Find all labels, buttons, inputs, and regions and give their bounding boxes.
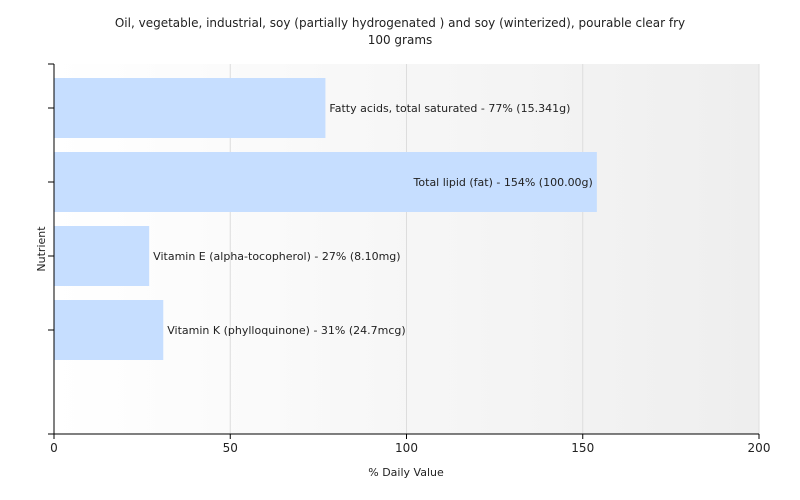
- bar-1: [54, 78, 326, 138]
- bar-4: [54, 300, 164, 360]
- chart-title: Oil, vegetable, industrial, soy (partial…: [115, 16, 685, 30]
- x-tick-label: 100: [395, 441, 418, 455]
- bar-label-4: Vitamin K (phylloquinone) - 31% (24.7mcg…: [167, 324, 405, 337]
- x-axis-label: % Daily Value: [368, 466, 444, 479]
- axes: 0 50 100 150 200: [48, 63, 771, 455]
- x-tick-label: 200: [748, 441, 771, 455]
- bars: Fatty acids, total saturated - 77% (15.3…: [54, 78, 597, 360]
- x-tick-label: 0: [50, 441, 58, 455]
- bar-label-3: Vitamin E (alpha-tocopherol) - 27% (8.10…: [153, 250, 400, 263]
- x-tick-label: 150: [571, 441, 594, 455]
- y-axis-label: Nutrient: [35, 226, 48, 272]
- bar-label-1: Fatty acids, total saturated - 77% (15.3…: [329, 102, 570, 115]
- bar-2: [54, 152, 597, 212]
- x-tick-label: 50: [223, 441, 238, 455]
- chart-subtitle: 100 grams: [368, 33, 433, 47]
- bar-label-2: Total lipid (fat) - 154% (100.00g): [413, 176, 593, 189]
- bar-3: [54, 226, 150, 286]
